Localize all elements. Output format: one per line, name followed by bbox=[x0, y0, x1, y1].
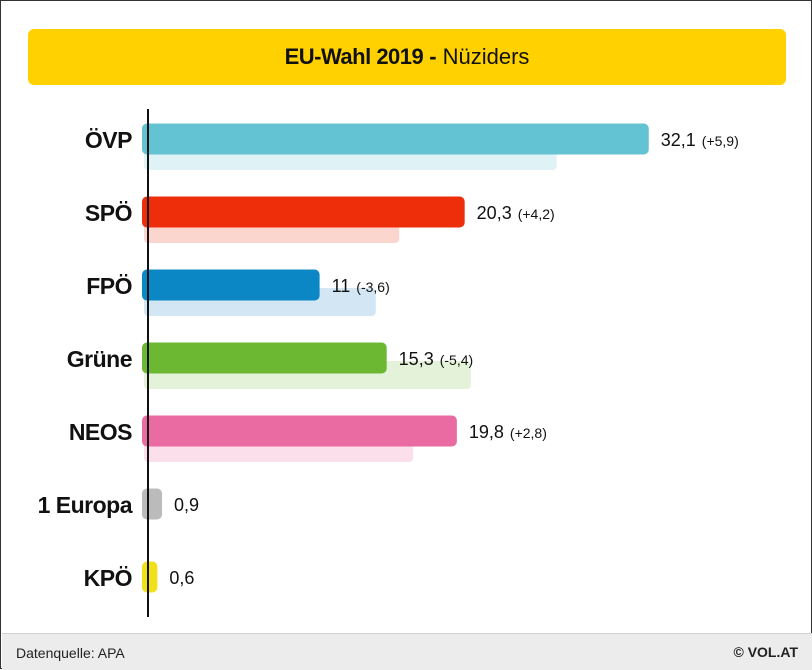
bar bbox=[142, 269, 320, 301]
category-label: 1 Europa bbox=[38, 492, 133, 518]
value-label: 0,6 bbox=[169, 568, 194, 588]
category-label: ÖVP bbox=[85, 127, 132, 153]
bar bbox=[142, 123, 649, 155]
value-label: 20,3 (+4,2) bbox=[477, 203, 555, 223]
bar bbox=[142, 415, 457, 447]
footer: Datenquelle: APA © VOL.AT bbox=[2, 633, 812, 670]
bar bbox=[142, 196, 465, 228]
bar-chart: ÖVP 32,1 (+5,9) SPÖ 20,3 (+4,2) FPÖ 11 (-3,6) Grü… bbox=[38, 109, 739, 617]
bar bbox=[142, 342, 387, 374]
chart-title: EU-Wahl 2019 bbox=[284, 44, 424, 69]
chart-subtitle: Nüziders bbox=[442, 44, 530, 69]
value-label: 15,3 (-5,4) bbox=[399, 349, 474, 369]
bar bbox=[142, 488, 163, 520]
category-label: SPÖ bbox=[85, 200, 132, 226]
value-label: 32,1 (+5,9) bbox=[661, 130, 739, 150]
category-label: KPÖ bbox=[84, 565, 132, 591]
data-source: Datenquelle: APA bbox=[16, 645, 125, 661]
title-separator: - bbox=[429, 44, 437, 69]
copyright: © VOL.AT bbox=[733, 644, 799, 660]
bar bbox=[142, 561, 158, 593]
title-bar: EU-Wahl 2019 - Nüziders bbox=[28, 29, 786, 85]
category-label: NEOS bbox=[69, 419, 132, 445]
value-label: 11 (-3,6) bbox=[332, 276, 390, 296]
category-label: Grüne bbox=[67, 346, 132, 372]
value-label: 0,9 bbox=[174, 495, 199, 515]
category-label: FPÖ bbox=[86, 273, 132, 299]
value-label: 19,8 (+2,8) bbox=[469, 422, 547, 442]
